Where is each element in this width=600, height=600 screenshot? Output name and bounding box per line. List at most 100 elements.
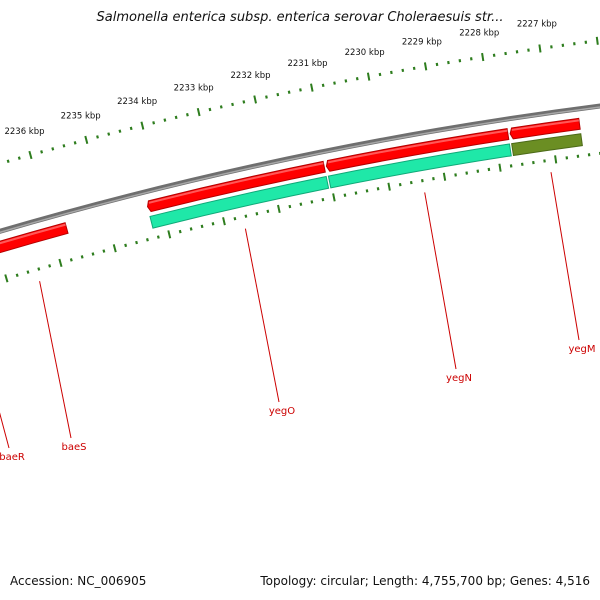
tick-label: 2230 kbp [345, 48, 385, 58]
tick-label: 2229 kbp [402, 38, 442, 48]
tick-label: 2235 kbp [61, 112, 101, 122]
inner-minor-tick [321, 197, 325, 202]
inner-minor-tick [135, 240, 138, 245]
inner-minor-tick [26, 270, 30, 274]
tick-label: 2233 kbp [174, 84, 214, 94]
outer-major-tick [481, 52, 485, 62]
outer-minor-tick [219, 105, 223, 109]
outer-major-tick [84, 135, 89, 145]
inner-major-tick [498, 163, 502, 172]
backbone-circle [0, 103, 600, 234]
outer-minor-tick [208, 107, 212, 112]
outer-major-tick [538, 44, 542, 53]
gene-layer [0, 117, 583, 254]
tick-label: 2227 kbp [517, 20, 557, 30]
outer-minor-tick [17, 156, 21, 160]
backbone-highlight [0, 106, 600, 234]
outer-minor-tick [129, 126, 133, 131]
tick-labels: 2236 kbp 2235 kbp 2234 kbp 2233 kbp 2232 kbp… [4, 20, 556, 137]
inner-minor-tick [15, 273, 19, 277]
outer-major-tick [28, 150, 33, 160]
gene-label-baeS: baeS [62, 442, 87, 453]
inner-major-tick [112, 244, 117, 253]
gene-yegN-arrow-shade [327, 129, 508, 164]
gene-baeS-arrow [0, 222, 69, 254]
outer-minor-tick [40, 150, 44, 154]
inner-minor-tick [266, 209, 270, 214]
inner-minor-tick [244, 214, 248, 218]
outer-minor-tick [333, 81, 336, 85]
outer-minor-tick [378, 72, 382, 77]
outer-minor-tick [321, 83, 325, 88]
inner-minor-tick [354, 191, 358, 195]
inner-minor-tick [409, 180, 413, 185]
cds-yegM-bar [511, 133, 583, 157]
gene-label-leader [550, 172, 580, 341]
inner-minor-tick [255, 212, 259, 216]
outer-minor-tick [185, 113, 189, 117]
inner-minor-tick [189, 227, 193, 231]
inner-minor-tick [200, 224, 204, 229]
outer-minor-tick [287, 90, 291, 94]
gene-label-leader [0, 412, 10, 449]
inner-minor-tick [421, 178, 424, 183]
inner-major-tick [4, 274, 9, 283]
outer-minor-tick [107, 132, 111, 136]
cds-yegO-bar [149, 175, 330, 229]
outer-major-tick [253, 95, 257, 104]
inner-major-tick [222, 217, 226, 226]
gene-label-leader [39, 281, 72, 439]
gene-label-yegM: yegM [568, 344, 595, 355]
inner-minor-tick [37, 267, 41, 271]
outer-minor-tick [174, 115, 178, 120]
outer-minor-tick [96, 135, 99, 139]
gene-yegO-arrow-shade [148, 162, 324, 204]
cds-yegN-bar [327, 143, 512, 189]
inner-minor-tick [102, 249, 106, 253]
gene-label-leader [244, 228, 280, 403]
gene-baeS-arrow-shade [0, 223, 66, 245]
outer-minor-tick [344, 79, 348, 83]
inner-minor-tick [299, 202, 303, 206]
outer-minor-tick [435, 62, 439, 67]
inner-minor-tick [454, 173, 457, 177]
inner-major-tick [277, 204, 281, 214]
inner-major-tick [442, 172, 447, 181]
inner-major-tick [332, 193, 336, 202]
inner-tick-ring [4, 151, 600, 283]
inner-minor-tick [80, 255, 84, 259]
accession-text: Accession: NC_006905 [10, 574, 147, 588]
gene-label-baeR: baeR [0, 452, 25, 463]
backbone-layer [0, 103, 600, 234]
inner-minor-tick [288, 204, 292, 209]
outer-major-tick [423, 62, 428, 71]
tick-label: 2234 kbp [117, 97, 157, 107]
inner-major-tick [167, 230, 172, 239]
outer-minor-tick [265, 95, 268, 99]
outer-minor-tick [412, 66, 416, 71]
outer-minor-tick [73, 141, 77, 145]
inner-minor-tick [91, 252, 95, 256]
inner-minor-tick [233, 216, 237, 221]
tick-label: 2232 kbp [230, 71, 270, 81]
gene-yegM-arrow-shade [511, 119, 580, 131]
outer-minor-tick [242, 100, 246, 104]
outer-minor-tick [62, 144, 66, 148]
outer-major-tick [595, 36, 599, 45]
tick-label: 2228 kbp [459, 28, 499, 38]
inner-minor-tick [146, 238, 149, 242]
gene-yegM-arrow [509, 117, 581, 140]
topology-text: Topology: circular; Length: 4,755,700 bp… [260, 574, 590, 588]
gene-label-yegO: yegO [269, 406, 295, 417]
outer-major-tick [366, 72, 371, 81]
outer-minor-tick [401, 68, 405, 73]
outer-major-tick [140, 121, 145, 130]
outer-minor-tick [390, 70, 393, 75]
inner-minor-tick [69, 258, 73, 262]
inner-major-tick [387, 182, 391, 191]
inner-minor-tick [343, 193, 347, 197]
map-title: Salmonella enterica subsp. enterica sero… [96, 10, 504, 25]
gene-label-layer: baeR baeS yegO yegN yegM [0, 172, 596, 463]
inner-minor-tick [124, 243, 128, 248]
